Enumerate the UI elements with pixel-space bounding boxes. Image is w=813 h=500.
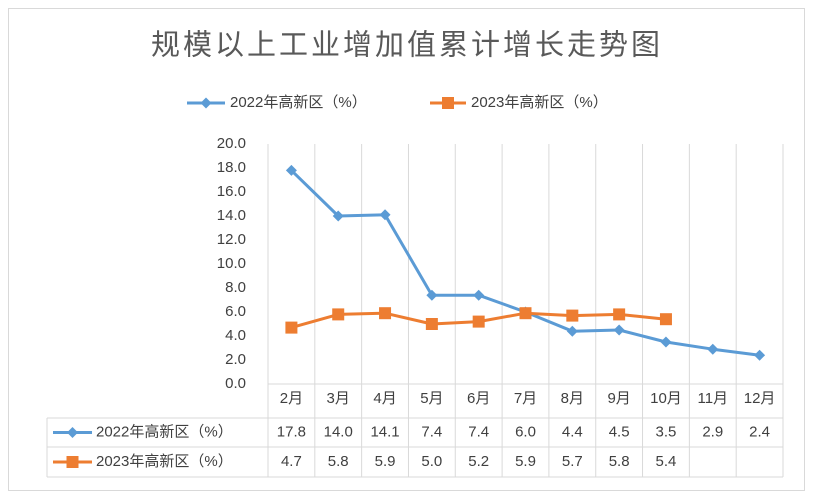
x-tick-label: 12月 <box>744 390 776 407</box>
y-tick-label: 20.0 <box>217 135 246 152</box>
y-tick-label: 6.0 <box>225 303 246 320</box>
legend-marker <box>200 97 212 109</box>
legend-label: 2022年高新区（%） <box>230 94 367 111</box>
table-value: 6.0 <box>515 423 536 440</box>
table-value: 14.1 <box>370 423 399 440</box>
data-marker <box>285 321 298 334</box>
data-marker <box>472 315 485 328</box>
data-marker <box>285 164 297 176</box>
x-tick-label: 11月 <box>697 390 728 407</box>
y-tick-label: 8.0 <box>225 279 246 296</box>
data-marker <box>566 309 579 322</box>
data-marker <box>425 318 438 330</box>
legend-marker <box>442 97 454 109</box>
legend-marker <box>66 456 79 468</box>
y-tick-label: 18.0 <box>217 159 246 176</box>
x-tick-label: 2月 <box>280 390 303 407</box>
data-marker <box>707 343 719 355</box>
table-value: 5.9 <box>375 453 396 470</box>
table-series-label: 2022年高新区（%） <box>96 423 233 440</box>
table-value: 17.8 <box>277 423 306 440</box>
y-tick-label: 16.0 <box>217 183 246 200</box>
table-value: 5.7 <box>562 453 583 470</box>
x-tick-label: 8月 <box>561 390 584 407</box>
x-tick-label: 3月 <box>327 390 350 407</box>
y-tick-label: 4.0 <box>225 327 246 344</box>
data-marker <box>519 307 532 320</box>
x-tick-label: 7月 <box>514 390 537 407</box>
data-marker <box>613 308 626 321</box>
data-marker <box>332 210 344 222</box>
table-value: 7.4 <box>421 423 442 440</box>
data-marker <box>332 308 345 321</box>
table-value: 5.0 <box>421 453 442 470</box>
x-tick-label: 6月 <box>467 390 490 407</box>
x-tick-label: 10月 <box>650 390 682 407</box>
x-tick-label: 4月 <box>373 390 396 407</box>
table-value: 4.7 <box>281 453 302 470</box>
chart-title: 规模以上工业增加值累计增长走势图 <box>151 29 663 62</box>
y-tick-label: 0.0 <box>225 375 246 392</box>
legend-label: 2023年高新区（%） <box>471 94 608 111</box>
table-series-label: 2023年高新区（%） <box>96 453 233 470</box>
data-marker <box>379 209 391 221</box>
data-marker <box>613 324 625 336</box>
x-tick-label: 9月 <box>607 390 630 407</box>
table-value: 5.8 <box>328 453 349 470</box>
table-value: 5.2 <box>468 453 489 470</box>
data-marker <box>566 325 578 337</box>
data-marker <box>659 313 672 326</box>
table-value: 5.9 <box>515 453 536 470</box>
y-tick-label: 10.0 <box>217 255 246 272</box>
table-value: 5.8 <box>609 453 630 470</box>
data-marker <box>426 289 438 301</box>
table-value: 4.5 <box>609 423 630 440</box>
y-tick-label: 2.0 <box>225 351 246 368</box>
data-marker <box>660 336 672 348</box>
legend-marker <box>67 427 78 438</box>
table-value: 4.4 <box>562 423 583 440</box>
data-marker <box>754 349 766 361</box>
table-value: 5.4 <box>656 453 677 470</box>
data-marker <box>473 289 485 301</box>
table-value: 3.5 <box>656 423 677 440</box>
table-value: 2.4 <box>749 423 770 440</box>
table-value: 2.9 <box>702 423 723 440</box>
table-value: 7.4 <box>468 423 489 440</box>
table-value: 14.0 <box>324 423 353 440</box>
x-tick-label: 5月 <box>420 390 443 407</box>
y-tick-label: 14.0 <box>217 207 246 224</box>
y-tick-label: 12.0 <box>217 231 246 248</box>
data-marker <box>379 307 392 320</box>
